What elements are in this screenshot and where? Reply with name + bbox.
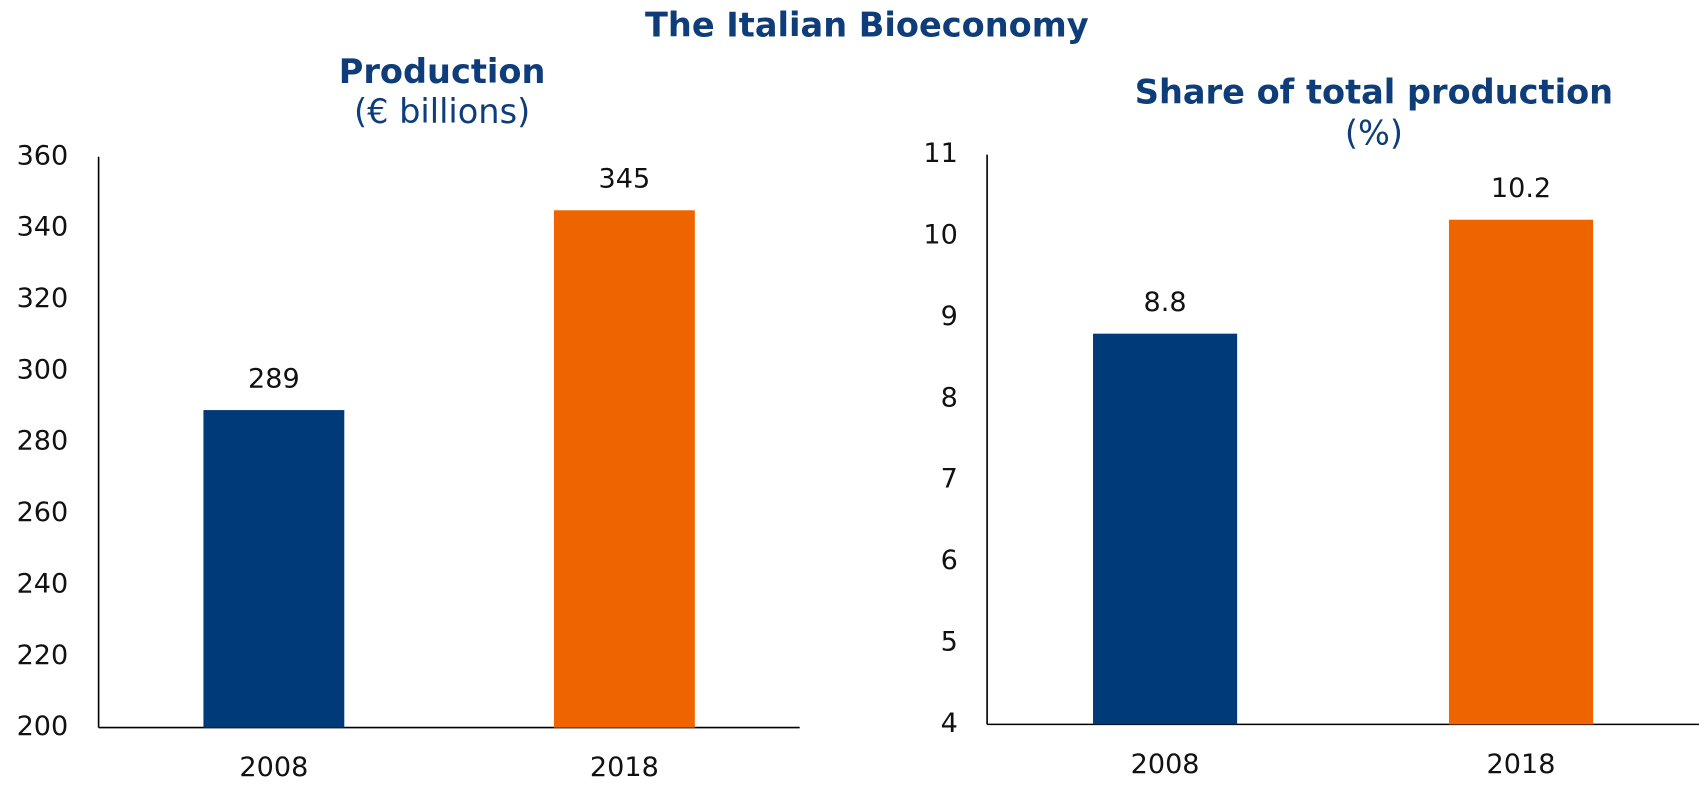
data-label: 8.8 bbox=[1144, 287, 1187, 318]
x-tick-label: 2008 bbox=[1131, 749, 1200, 780]
data-label: 345 bbox=[599, 164, 651, 195]
y-tick-label: 240 bbox=[17, 568, 69, 599]
bar bbox=[203, 410, 345, 728]
y-tick-label: 6 bbox=[941, 545, 958, 576]
y-tick-label: 8 bbox=[941, 382, 958, 413]
chart-title: Share of total production bbox=[1135, 73, 1613, 112]
y-tick-label: 320 bbox=[17, 283, 69, 314]
y-tick-label: 200 bbox=[17, 711, 69, 742]
y-tick-label: 5 bbox=[941, 626, 958, 657]
page-title: The Italian Bioeconomy bbox=[645, 6, 1089, 45]
y-tick-label: 360 bbox=[17, 140, 69, 171]
chart-subtitle: (%) bbox=[1345, 114, 1403, 153]
bar bbox=[1093, 333, 1238, 725]
y-tick-label: 280 bbox=[17, 426, 69, 457]
chart-title: Production bbox=[339, 52, 546, 91]
chart-subtitle: (€ billions) bbox=[354, 92, 530, 131]
bar bbox=[1448, 219, 1594, 725]
y-tick-label: 260 bbox=[17, 497, 69, 528]
data-label: 289 bbox=[248, 363, 300, 394]
bar bbox=[553, 210, 695, 728]
x-tick-label: 2018 bbox=[1487, 749, 1556, 780]
y-tick-label: 220 bbox=[17, 640, 69, 671]
y-tick-label: 7 bbox=[941, 464, 958, 495]
data-label: 10.2 bbox=[1491, 173, 1551, 204]
x-tick-label: 2018 bbox=[590, 752, 659, 783]
y-tick-label: 4 bbox=[941, 708, 958, 739]
y-tick-label: 300 bbox=[17, 354, 69, 385]
x-tick-label: 2008 bbox=[239, 752, 308, 783]
y-tick-label: 9 bbox=[941, 301, 958, 332]
y-tick-label: 10 bbox=[923, 220, 957, 251]
y-tick-label: 340 bbox=[17, 212, 69, 243]
y-tick-label: 11 bbox=[923, 138, 957, 169]
